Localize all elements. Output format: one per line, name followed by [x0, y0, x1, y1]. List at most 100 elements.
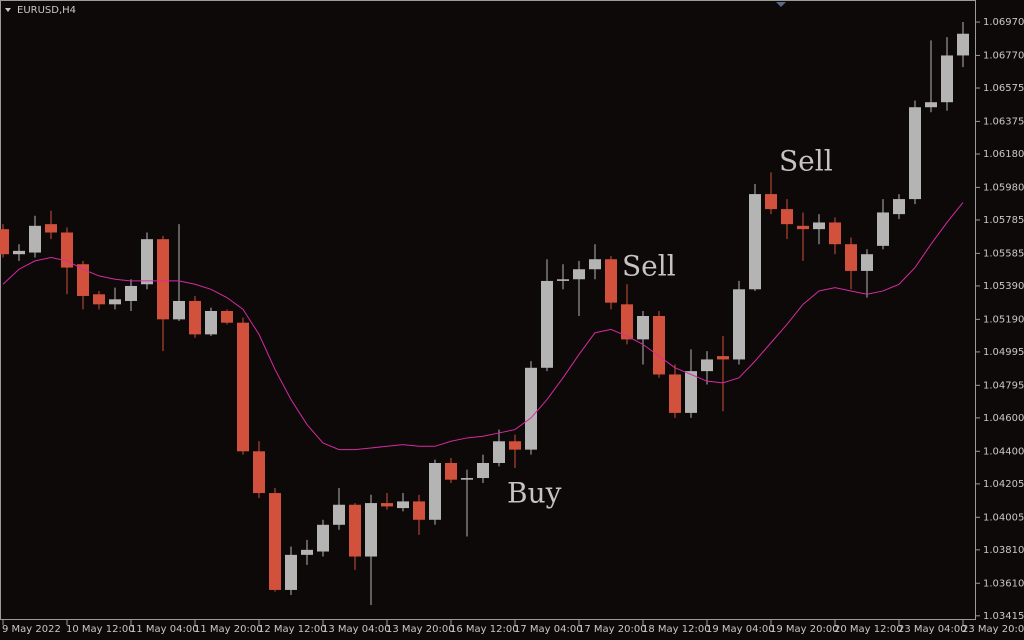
candle-body [141, 239, 153, 285]
candle-body [925, 102, 937, 108]
candle-body [717, 356, 729, 360]
candle-body [285, 554, 297, 590]
candle-body [77, 264, 89, 296]
candle-body [29, 225, 41, 253]
candle-body [125, 285, 137, 301]
y-tick-label: 1.03810 [983, 545, 1024, 556]
y-tick-label: 1.04600 [983, 413, 1024, 424]
x-tick-label: 11 May 04:00 [130, 624, 199, 635]
candle-body [45, 224, 57, 233]
candle-body [221, 311, 233, 323]
candle-body [461, 478, 473, 480]
annotation: Buy [507, 477, 562, 510]
y-tick-label: 1.06180 [983, 149, 1024, 160]
candle-body [829, 222, 841, 245]
candle-body [701, 359, 713, 372]
candle-body [765, 194, 777, 210]
candle-body [605, 259, 617, 303]
candle-body [749, 194, 761, 290]
y-tick-label: 1.05190 [983, 314, 1024, 325]
x-tick-label: 18 May 12:00 [642, 624, 711, 635]
x-tick-label: 11 May 20:00 [194, 624, 263, 635]
x-tick-label: 23 May 20:00 [962, 624, 1024, 635]
candle-body [333, 504, 345, 525]
y-tick-label: 1.05585 [983, 248, 1024, 259]
annotation: Sell [622, 250, 676, 283]
candle-body [301, 549, 313, 555]
candle-body [61, 232, 73, 268]
candle-body [445, 462, 457, 480]
candle-body [845, 244, 857, 271]
candle-body [813, 222, 825, 230]
candle-body [957, 33, 969, 56]
moving-average [2, 202, 964, 451]
x-tick-label: 23 May 04:00 [898, 624, 967, 635]
candle-body [541, 280, 553, 368]
x-tick-label: 10 May 12:00 [66, 624, 135, 635]
y-tick-label: 1.04995 [983, 347, 1024, 358]
candle-body [861, 254, 873, 271]
y-tick-label: 1.06375 [983, 116, 1024, 127]
candle-body [429, 462, 441, 520]
candle-body [893, 199, 905, 215]
candle-body [365, 503, 377, 557]
candle-body [381, 503, 393, 507]
candle-body [781, 209, 793, 225]
candle-body [157, 239, 169, 320]
y-tick-label: 1.06770 [983, 50, 1024, 61]
candle-body [397, 501, 409, 509]
y-tick-label: 1.05980 [983, 182, 1024, 193]
y-tick-label: 1.03610 [983, 578, 1024, 589]
x-tick-label: 13 May 04:00 [322, 624, 391, 635]
candle-body [637, 316, 649, 340]
x-tick-label: 20 May 12:00 [834, 624, 903, 635]
candle-body [797, 225, 809, 230]
candle-body [493, 441, 505, 463]
candle-body [525, 367, 537, 450]
candle-body [669, 374, 681, 413]
chart-title: EURUSD,H4 [17, 5, 76, 16]
x-tick-label: 12 May 12:00 [258, 624, 327, 635]
y-tick-label: 1.04400 [983, 446, 1024, 457]
plot-frame [0, 0, 976, 620]
candle-body [189, 300, 201, 335]
candle-body [269, 493, 281, 590]
shift-marker [776, 2, 786, 7]
candle-body [685, 371, 697, 413]
y-tick-label: 1.04005 [983, 512, 1024, 523]
candle-body [253, 451, 265, 494]
candle-body [205, 311, 217, 335]
candle-body [557, 279, 569, 281]
candle-body [349, 504, 361, 557]
candle-body [653, 316, 665, 375]
annotation: Sell [779, 145, 833, 178]
y-tick-label: 1.03415 [983, 611, 1024, 622]
candle-body [173, 300, 185, 320]
x-tick-label: 9 May 2022 [2, 624, 61, 635]
x-tick-label: 19 May 20:00 [770, 624, 839, 635]
y-tick-label: 1.06575 [983, 83, 1024, 94]
x-tick-label: 13 May 20:00 [386, 624, 455, 635]
candle-body [589, 259, 601, 270]
x-tick-label: 16 May 12:00 [450, 624, 519, 635]
x-tick-label: 17 May 04:00 [514, 624, 583, 635]
candle-body [93, 294, 105, 305]
y-tick-label: 1.05390 [983, 281, 1024, 292]
x-tick-label: 19 May 04:00 [706, 624, 775, 635]
y-tick-label: 1.05785 [983, 215, 1024, 226]
candle-body [733, 289, 745, 360]
y-tick-label: 1.04205 [983, 479, 1024, 490]
y-tick-label: 1.04795 [983, 380, 1024, 391]
candle-body [0, 229, 9, 255]
y-tick-label: 1.06970 [983, 17, 1024, 28]
candle-body [941, 55, 953, 103]
menu-arrow[interactable] [5, 8, 11, 12]
candle-body [909, 107, 921, 200]
candle-body [877, 212, 889, 246]
candle-body [413, 501, 425, 520]
candle-body [621, 304, 633, 340]
candle-body [237, 322, 249, 452]
candle-body [573, 269, 585, 280]
